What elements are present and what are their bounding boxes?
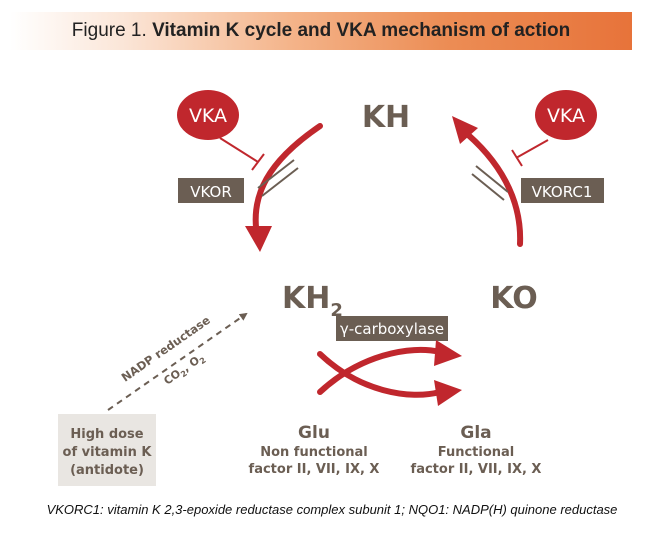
vkorc1-block-mark-1: [475, 165, 509, 193]
vkor-reaction-arrow: [252, 123, 323, 243]
antidote-line-2: of vitamin K: [63, 445, 153, 460]
vkorc1-enzyme-label: VKORC1: [532, 183, 593, 201]
figure-title-main: Vitamin K cycle and VKA mechanism of act…: [152, 20, 571, 41]
nadp-reductase-arrow: [107, 312, 248, 411]
kh2-node-subscript: 2: [330, 300, 343, 321]
carboxylase-enzyme-label: γ-carboxylase: [340, 320, 444, 338]
vka-left-inhibition-bar: [251, 153, 265, 171]
vka-right-badge: [535, 90, 597, 140]
kh2-node-label: KH2: [282, 281, 343, 321]
glu-description-line-1: Non functional: [260, 445, 368, 460]
figure-title-prefix: Figure 1.: [71, 20, 147, 41]
co2-o2-label-group: CO2, O2: [161, 351, 207, 390]
vkor-arrowhead: [245, 226, 272, 252]
carboxylation-arrowhead-upper: [434, 340, 462, 366]
carboxylation-arrow-upper: [317, 346, 443, 395]
vka-left-label: VKA: [189, 105, 227, 127]
vkorc1-enzyme-box: [521, 178, 604, 203]
gla-description-line-1: Functional: [438, 445, 515, 460]
o2-subscript: 2: [198, 356, 208, 367]
vkorc1-arrowhead: [452, 116, 478, 144]
vkorc1-reaction-arrow: [457, 125, 524, 247]
kh-node-label: KH: [362, 100, 410, 135]
vkorc1-block-mark-2: [471, 173, 505, 201]
co2-subscript: 2: [179, 369, 189, 380]
antidote-line-1: High dose: [70, 427, 143, 442]
antidote-box: [58, 414, 156, 486]
gla-description-line-2: factor II, VII, IX, X: [411, 462, 542, 477]
vka-left-badge: [177, 90, 239, 140]
vkor-block-mark-1: [257, 159, 295, 189]
vka-right-label: VKA: [547, 105, 585, 127]
co2-o2-label: CO2, O2: [161, 351, 207, 390]
carboxylation-arrowhead-lower: [434, 380, 462, 406]
glu-title: Glu: [298, 423, 330, 443]
vka-left-inhibition-line: [219, 137, 259, 163]
carboxylation-arrow-lower: [317, 351, 443, 398]
vkor-enzyme-label: VKOR: [190, 183, 232, 201]
figure-title: Figure 1. Vitamin K cycle and VKA mechan…: [10, 12, 632, 50]
vka-right-inhibition-line: [515, 139, 549, 159]
antidote-line-3: (antidote): [70, 463, 144, 478]
gla-title: Gla: [460, 423, 491, 443]
glu-description-line-2: factor II, VII, IX, X: [249, 462, 380, 477]
figure-footnote: VKORC1: vitamin K 2,3-epoxide reductase …: [46, 502, 618, 517]
carboxylase-enzyme-box: [336, 316, 448, 341]
kh2-node-base: KH: [282, 281, 330, 316]
vka-right-inhibition-bar: [511, 149, 523, 167]
vkor-enzyme-box: [178, 178, 244, 203]
vkor-block-mark-2: [261, 167, 299, 197]
figure-title-banner: Figure 1. Vitamin K cycle and VKA mechan…: [10, 12, 632, 50]
ko-node-label: KO: [490, 281, 537, 316]
